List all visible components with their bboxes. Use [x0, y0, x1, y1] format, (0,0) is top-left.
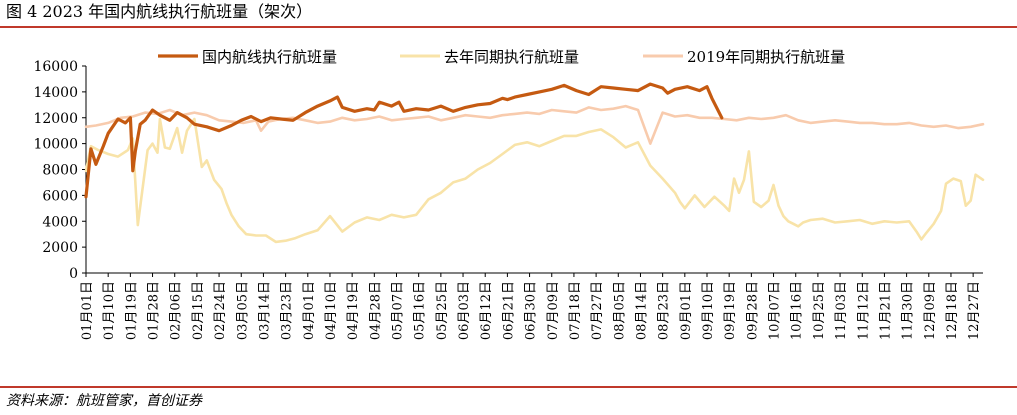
x-tick-label: 03月23日: [280, 281, 295, 340]
x-tick-label: 03月05日: [235, 281, 250, 340]
y-tick-label: 14000: [33, 85, 78, 101]
legend: 国内航线执行航班量 去年同期执行航班量 2019年同期执行航班量: [158, 48, 845, 66]
x-tick-label: 04月10日: [324, 281, 339, 340]
x-tick-label: 04月19日: [346, 281, 361, 340]
series-line-last-year: [84, 117, 985, 244]
x-tick-label: 07月18日: [568, 281, 583, 340]
x-tick-label: 12月09日: [923, 281, 938, 340]
x-tick-label: 03月14日: [257, 281, 272, 340]
legend-item-year-2019: 2019年同期执行航班量: [643, 48, 845, 66]
x-tick-label: 05月25日: [435, 281, 450, 340]
x-tick-label: 12月27日: [967, 281, 982, 340]
x-tick-label: 06月21日: [501, 281, 516, 340]
series-layer: [84, 82, 985, 244]
legend-item-last-year: 去年同期执行航班量: [400, 48, 579, 66]
y-tick-label: 16000: [33, 59, 78, 75]
legend-item-domestic-2023: 国内航线执行航班量: [158, 48, 337, 66]
y-tick-label: 2000: [42, 240, 78, 256]
x-tick-label: 05月07日: [391, 281, 406, 340]
figure-title: 图 4 2023 年国内航线执行航班量（架次）: [6, 2, 313, 21]
series-line-domestic-2023: [84, 82, 724, 199]
x-tick-label: 10月16日: [790, 281, 805, 340]
x-tick-label: 10月07日: [768, 281, 783, 340]
x-tick-label: 09月19日: [723, 281, 738, 340]
x-tick-label: 04月28日: [368, 281, 383, 340]
y-tick-label: 10000: [33, 137, 78, 153]
x-tick-label: 02月06日: [169, 281, 184, 340]
x-tick-label: 01月28日: [147, 281, 162, 340]
x-tick-label: 01月01日: [80, 281, 95, 340]
x-tick-label: 07月09日: [546, 281, 561, 340]
x-tick-label: 08月14日: [634, 281, 649, 340]
x-tick-label: 11月12日: [856, 281, 871, 340]
x-tick-label: 11月30日: [901, 281, 916, 340]
x-tick-label: 11月21日: [878, 281, 893, 340]
legend-label: 国内航线执行航班量: [202, 48, 337, 66]
x-tick-label: 11月03日: [834, 281, 849, 340]
x-tick-label: 09月28日: [745, 281, 760, 340]
x-tick-label: 10月25日: [812, 281, 827, 340]
x-tick-label: 08月05日: [612, 281, 627, 340]
flight-volume-line-chart: 0 2000 4000 6000 8000 10000 12000 14000 16000 01月…: [33, 48, 985, 340]
axes: 0 2000 4000 6000 8000 10000 12000 14000 16000 01月…: [33, 59, 983, 340]
series-line-year-2019: [84, 104, 985, 145]
y-tick-label: 4000: [42, 214, 78, 230]
x-tick-label: 09月10日: [701, 281, 716, 340]
x-tick-label: 05月16日: [413, 281, 428, 340]
x-tick-label: 09月01日: [679, 281, 694, 340]
x-tick-label: 06月12日: [479, 281, 494, 340]
top-rule: [0, 26, 1017, 28]
x-tick-label: 08月23日: [657, 281, 672, 340]
bottom-rule: [0, 386, 1017, 388]
y-tick-label: 0: [69, 266, 78, 282]
x-tick-label: 02月15日: [191, 281, 206, 340]
x-tick-label: 06月03日: [457, 281, 472, 340]
x-tick-label: 12月18日: [945, 281, 960, 340]
y-tick-label: 8000: [42, 163, 78, 179]
x-tick-label: 04月01日: [302, 281, 317, 340]
x-tick-label: 01月10日: [102, 281, 117, 340]
x-tick-label: 02月24日: [213, 281, 228, 340]
y-tick-label: 12000: [33, 111, 78, 127]
y-tick-label: 6000: [42, 188, 78, 204]
legend-label: 2019年同期执行航班量: [687, 48, 845, 66]
source-note: 资料来源：航班管家，首创证券: [6, 393, 202, 409]
x-tick-label: 01月19日: [124, 281, 139, 340]
x-tick-label: 07月27日: [590, 281, 605, 340]
legend-label: 去年同期执行航班量: [444, 48, 579, 66]
x-tick-label: 06月30日: [524, 281, 539, 340]
